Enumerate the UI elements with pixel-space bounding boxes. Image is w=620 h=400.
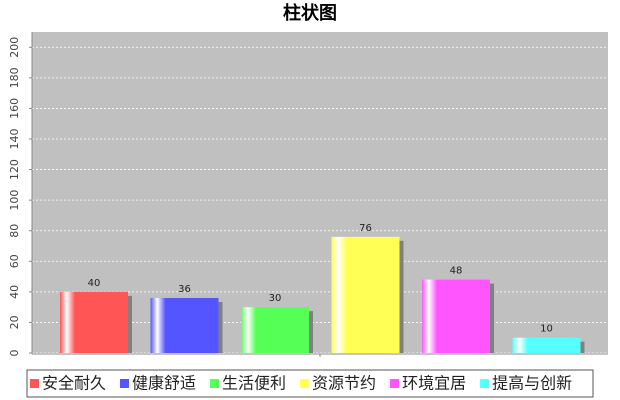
y-tick-label: 20	[8, 315, 21, 329]
value-label: 30	[269, 293, 282, 304]
legend-swatch	[390, 379, 400, 388]
y-tick-label: 80	[8, 224, 21, 238]
value-label: 48	[450, 266, 463, 277]
value-label: 10	[540, 324, 553, 335]
legend-label: 资源节约	[312, 374, 376, 393]
bar	[331, 236, 400, 353]
y-tick-label: 0	[8, 350, 21, 357]
legend-swatch	[30, 379, 39, 388]
legend-swatch	[480, 379, 490, 388]
legend-swatch	[120, 379, 130, 388]
legend-swatch	[210, 379, 220, 388]
y-tick-label: 100	[8, 190, 21, 211]
legend-label: 安全耐久	[42, 374, 106, 393]
legend-label: 生活便利	[222, 374, 286, 393]
y-tick-label: 40	[8, 285, 21, 299]
legend-swatch	[300, 379, 310, 388]
y-tick-label: 180	[8, 67, 21, 88]
bar	[150, 297, 219, 353]
bar	[241, 307, 309, 353]
y-tick-label: 120	[8, 159, 21, 180]
bar	[512, 337, 581, 353]
chart-title: 柱状图	[283, 2, 337, 24]
y-tick-label: 200	[8, 37, 21, 58]
bar	[422, 279, 490, 353]
legend-label: 提高与创新	[492, 374, 572, 393]
legend-label: 健康舒适	[132, 374, 196, 393]
value-label: 36	[178, 284, 191, 295]
value-label: 76	[359, 223, 372, 234]
value-label: 40	[88, 278, 101, 289]
y-tick-label: 60	[8, 254, 21, 268]
y-tick-label: 140	[8, 129, 21, 150]
legend-label: 环境宜居	[402, 374, 466, 393]
y-tick-label: 160	[8, 98, 21, 119]
bar	[60, 291, 128, 353]
